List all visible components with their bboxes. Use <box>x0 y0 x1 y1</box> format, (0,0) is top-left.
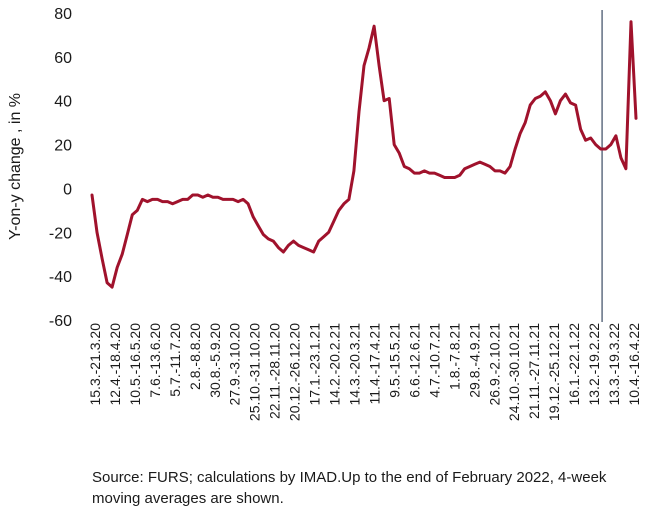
y-axis-ticks: -60 -40 -20 0 20 40 60 80 <box>49 6 72 330</box>
x-tick-label: 30.8.-5.9.20 <box>207 323 223 398</box>
y-tick-label: 40 <box>54 94 72 111</box>
y-tick-label: -60 <box>49 313 72 330</box>
y-tick-label: 0 <box>63 181 72 198</box>
y-tick-label: 80 <box>54 6 72 23</box>
x-tick-label: 17.1.-23.1.21 <box>307 323 323 406</box>
x-tick-label: 11.4.-17.4.21 <box>366 323 382 405</box>
x-tick-label: 22.11.-28.11.20 <box>267 323 283 419</box>
x-tick-label: 12.4.-18.4.20 <box>107 323 123 406</box>
x-tick-label: 1.8.-7.8.21 <box>446 323 462 390</box>
x-tick-label: 15.3.-21.3.20 <box>87 323 103 406</box>
x-tick-label: 10.4.-16.4.22 <box>626 323 642 406</box>
x-tick-label: 21.11.-27.11.21 <box>526 323 542 419</box>
x-tick-label: 19.12.-25.12.21 <box>546 323 562 421</box>
x-tick-label: 14.3.-20.3.21 <box>347 323 363 406</box>
x-tick-label: 6.6.-12.6.21 <box>406 323 422 398</box>
series-line <box>90 20 638 289</box>
y-tick-label: 60 <box>54 50 72 67</box>
x-tick-label: 2.8.-8.8.20 <box>187 323 203 390</box>
x-tick-label: 14.2.-20.2.21 <box>327 323 343 406</box>
x-tick-label: 20.12.-26.12.20 <box>287 323 303 421</box>
y-tick-label: -40 <box>49 269 72 286</box>
y-tick-label: 20 <box>54 138 72 155</box>
x-tick-label: 5.7.-11.7.20 <box>167 323 183 397</box>
x-tick-label: 13.2.-19.2.22 <box>586 323 602 406</box>
x-tick-label: 9.5.-15.5.21 <box>386 323 402 398</box>
x-tick-label: 7.6.-13.6.20 <box>147 323 163 398</box>
y-axis-title: Y-on-y change , in % <box>7 93 24 240</box>
x-axis-ticks: 15.3.-21.3.20 12.4.-18.4.20 10.5.-16.5.20 7… <box>87 323 642 421</box>
x-tick-label: 27.9.-3.10.20 <box>227 323 243 406</box>
x-tick-label: 24.10.-30.10.21 <box>506 323 522 421</box>
x-tick-label: 29.8.-4.9.21 <box>466 323 482 398</box>
x-tick-label: 13.3.-19.3.22 <box>606 323 622 406</box>
x-tick-label: 16.1.-22.1.22 <box>566 323 582 406</box>
source-footnote: Source: FURS; calculations by IMAD.Up to… <box>92 469 607 507</box>
x-tick-label: 25.10.-31.10.20 <box>247 323 263 421</box>
y-tick-label: -20 <box>49 225 72 242</box>
x-tick-label: 26.9.-2.10.21 <box>486 323 502 406</box>
x-tick-label: 4.7.-10.7.21 <box>426 323 442 398</box>
x-tick-label: 10.5.-16.5.20 <box>127 323 143 406</box>
